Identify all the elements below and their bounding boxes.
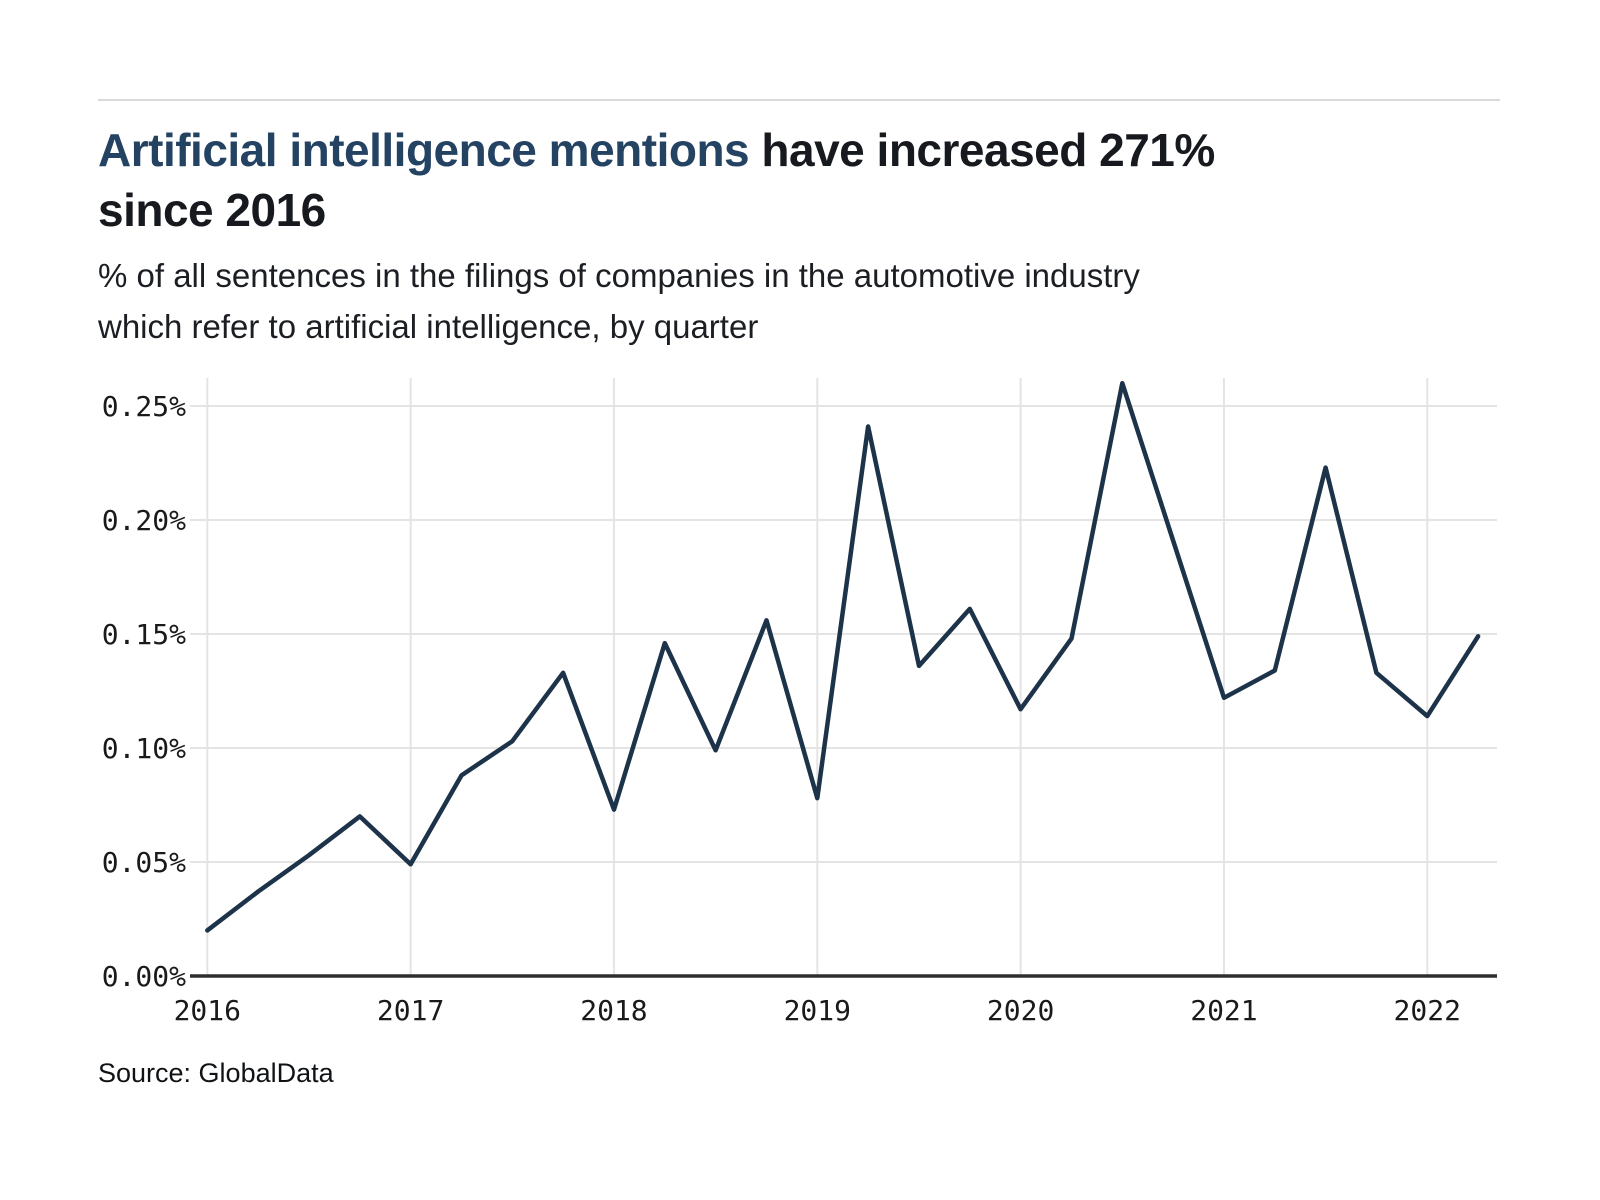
title-line-1: Artificial intelligence mentions have in… [98, 120, 1458, 180]
y-tick-label: 0.20% [102, 504, 186, 537]
title-line-2: since 2016 [98, 184, 326, 236]
y-tick-label: 0.15% [102, 618, 186, 651]
subtitle-line-2: which refer to artificial intelligence, … [98, 308, 759, 345]
y-tick-label: 0.10% [102, 732, 186, 765]
source-text: Source: GlobalData [98, 1058, 334, 1088]
x-tick-label: 2016 [174, 994, 241, 1027]
x-tick-label: 2021 [1190, 994, 1257, 1027]
x-tick-label: 2019 [784, 994, 851, 1027]
x-tick-label: 2020 [987, 994, 1054, 1027]
y-tick-label: 0.25% [102, 390, 186, 423]
x-tick-label: 2022 [1394, 994, 1461, 1027]
title-highlight: Artificial intelligence mentions [98, 124, 750, 176]
chart-subtitle: % of all sentences in the filings of com… [98, 250, 1478, 352]
top-divider [98, 99, 1500, 101]
y-tick-label: 0.05% [102, 846, 186, 879]
subtitle-line-1: % of all sentences in the filings of com… [98, 257, 1140, 294]
data-line [205, 380, 1481, 933]
x-tick-label: 2018 [580, 994, 647, 1027]
y-tick-label: 0.00% [102, 960, 186, 993]
chart-title: Artificial intelligence mentions have in… [98, 120, 1458, 240]
x-tick-label: 2017 [377, 994, 444, 1027]
title-rest: have increased 271% [749, 124, 1215, 176]
